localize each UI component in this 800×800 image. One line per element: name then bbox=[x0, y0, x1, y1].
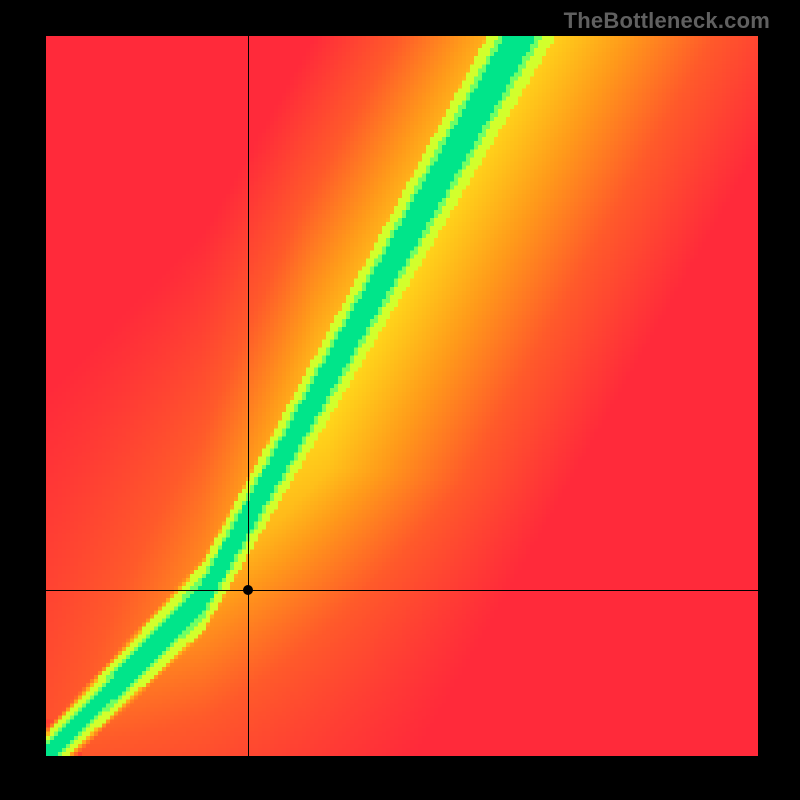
chart-container: TheBottleneck.com bbox=[0, 0, 800, 800]
crosshair-horizontal bbox=[46, 590, 758, 591]
crosshair-vertical bbox=[248, 36, 249, 756]
watermark-text: TheBottleneck.com bbox=[564, 8, 770, 34]
heatmap-canvas bbox=[46, 36, 758, 756]
heatmap-plot bbox=[46, 36, 758, 756]
